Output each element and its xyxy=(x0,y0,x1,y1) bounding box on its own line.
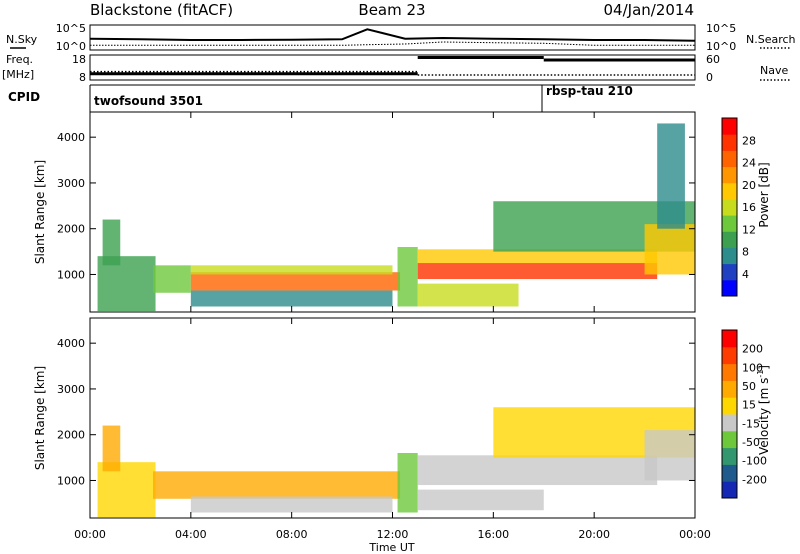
freq-label-line2: [MHz] xyxy=(2,68,34,81)
power-colorbar-swatch-9 xyxy=(722,134,737,151)
power-region-3 xyxy=(190,272,401,291)
x-tick-4: 16:00 xyxy=(477,528,509,541)
power-colorbar-swatch-8 xyxy=(722,150,737,168)
velocity-region-3 xyxy=(190,496,393,513)
power-colorbar-tick-6: 4 xyxy=(742,268,749,281)
velocity-colorbar-swatch-2 xyxy=(722,447,737,465)
date-title: 04/Jan/2014 xyxy=(604,1,695,19)
power-colorbar-swatch-6 xyxy=(722,182,737,200)
velocity-colorbar-tick-7: -200 xyxy=(742,473,767,486)
velocity-colorbar-tick-0: 200 xyxy=(742,343,763,356)
freq-label-line1: Freq. xyxy=(6,53,33,66)
x-tick-3: 12:00 xyxy=(377,528,409,541)
power-range-axis-label: Slant Range [km] xyxy=(33,160,47,264)
x-tick-1: 04:00 xyxy=(175,528,207,541)
velocity-region-4 xyxy=(397,453,418,513)
velocity-colorbar-swatch-4 xyxy=(722,414,737,432)
power-colorbar-tick-1: 24 xyxy=(742,157,756,170)
power-colorbar-swatch-10 xyxy=(722,118,737,135)
power-colorbar-swatch-3 xyxy=(722,231,737,248)
power-region-9 xyxy=(417,283,519,307)
velocity-colorbar-swatch-6 xyxy=(722,380,737,398)
freq-tick-left-top: 18 xyxy=(72,53,86,66)
power-colorbar-swatch-7 xyxy=(722,166,737,184)
velocity-colorbar-tick-2: 50 xyxy=(742,380,756,393)
station-title: Blackstone (fitACF) xyxy=(90,1,233,19)
power-colorbar-swatch-1 xyxy=(722,263,737,281)
velocity-range-tick-1: 2000 xyxy=(57,429,85,442)
x-tick-5: 20:00 xyxy=(578,528,610,541)
power-region-4 xyxy=(190,265,393,275)
power-colorbar-swatch-5 xyxy=(722,198,737,216)
noise-tick-left-top: 10^5 xyxy=(56,22,86,35)
power-region-7 xyxy=(417,263,658,280)
power-region-8 xyxy=(417,249,658,264)
noise-right-label: N.Search xyxy=(746,33,796,46)
noise-tick-left-bottom: 10^0 xyxy=(56,40,86,53)
velocity-range-tick-3: 4000 xyxy=(57,337,85,350)
noise-tick-right-top: 10^5 xyxy=(706,22,736,35)
velocity-colorbar-swatch-7 xyxy=(722,363,737,381)
power-colorbar-tick-4: 12 xyxy=(742,223,756,236)
velocity-colorbar-swatch-9 xyxy=(722,330,737,348)
x-tick-2: 08:00 xyxy=(276,528,308,541)
velocity-region-8 xyxy=(644,430,695,481)
velocity-region-5 xyxy=(417,489,544,511)
power-region-12 xyxy=(657,123,685,229)
velocity-colorbar-swatch-8 xyxy=(722,346,737,365)
noise-line-1 xyxy=(90,41,695,46)
freq-tick-left-bottom: 8 xyxy=(79,71,86,84)
power-region-5 xyxy=(190,290,393,307)
velocity-region-2 xyxy=(153,471,401,499)
velocity-colorbar-tick-3: 15 xyxy=(742,399,756,412)
nave-label: Nave xyxy=(760,64,788,77)
freq-panel xyxy=(89,54,696,81)
velocity-colorbar-swatch-5 xyxy=(722,397,737,415)
power-colorbar-tick-3: 16 xyxy=(742,201,756,214)
x-tick-0: 00:00 xyxy=(74,528,106,541)
velocity-colorbar-swatch-0 xyxy=(722,481,737,499)
power-region-6 xyxy=(397,247,418,307)
velocity-colorbar-swatch-1 xyxy=(722,464,737,482)
power-colorbar-tick-5: 8 xyxy=(742,246,749,259)
power-colorbar-swatch-2 xyxy=(722,247,737,265)
velocity-range-axis-label: Slant Range [km] xyxy=(33,366,47,470)
velocity-range-tick-0: 1000 xyxy=(57,474,85,487)
cpid-label: CPID xyxy=(8,90,40,104)
velocity-region-6 xyxy=(417,455,658,486)
cpid-program-1: twofsound 3501 xyxy=(94,94,203,108)
noise-left-label: N.Sky xyxy=(6,33,38,46)
velocity-colorbar-tick-1: 100 xyxy=(742,361,763,374)
velocity-range-tick-2: 3000 xyxy=(57,383,85,396)
freq-tick-right-top: 60 xyxy=(706,53,720,66)
power-region-2 xyxy=(153,265,191,293)
noise-panel xyxy=(89,24,696,51)
power-region-1 xyxy=(102,219,121,266)
power-range-tick-3: 4000 xyxy=(57,131,85,144)
noise-tick-right-bottom: 10^0 xyxy=(706,40,736,53)
velocity-colorbar-tick-6: -100 xyxy=(742,455,767,468)
power-colorbar-label: Power [dB] xyxy=(757,162,771,227)
velocity-colorbar-tick-5: -50 xyxy=(742,436,760,449)
power-range-tick-2: 3000 xyxy=(57,177,85,190)
power-range-tick-1: 2000 xyxy=(57,223,85,236)
freq-tick-right-bottom: 0 xyxy=(706,71,713,84)
x-axis-label: Time UT xyxy=(368,541,414,554)
x-tick-6: 00:00 xyxy=(679,528,711,541)
velocity-colorbar-tick-4: -15 xyxy=(742,417,760,430)
velocity-colorbar-label: Velocity [m s-1] xyxy=(756,365,771,455)
power-colorbar-tick-0: 28 xyxy=(742,134,756,147)
power-colorbar-swatch-4 xyxy=(722,215,737,232)
noise-line-0 xyxy=(89,28,696,42)
power-colorbar-swatch-0 xyxy=(722,279,737,297)
power-region-11 xyxy=(644,224,695,275)
cpid-program-2: rbsp-tau 210 xyxy=(546,84,633,98)
velocity-region-1 xyxy=(102,425,121,472)
power-colorbar-tick-2: 20 xyxy=(742,179,756,192)
power-range-tick-0: 1000 xyxy=(57,268,85,281)
beam-title: Beam 23 xyxy=(358,1,425,19)
velocity-colorbar-swatch-3 xyxy=(722,430,737,449)
